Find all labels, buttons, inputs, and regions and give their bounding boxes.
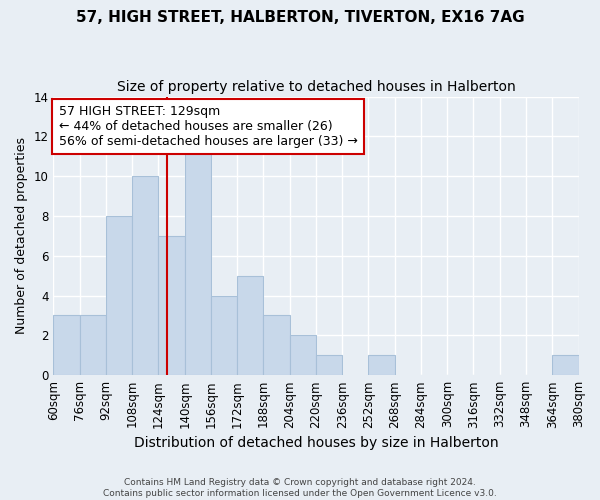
Bar bbox=[211, 296, 237, 375]
Bar bbox=[53, 316, 80, 375]
Bar bbox=[368, 356, 395, 375]
Bar bbox=[552, 356, 578, 375]
X-axis label: Distribution of detached houses by size in Halberton: Distribution of detached houses by size … bbox=[134, 436, 498, 450]
Bar bbox=[80, 316, 106, 375]
Bar bbox=[290, 336, 316, 375]
Bar bbox=[316, 356, 342, 375]
Title: Size of property relative to detached houses in Halberton: Size of property relative to detached ho… bbox=[116, 80, 515, 94]
Text: 57, HIGH STREET, HALBERTON, TIVERTON, EX16 7AG: 57, HIGH STREET, HALBERTON, TIVERTON, EX… bbox=[76, 10, 524, 25]
Bar bbox=[263, 316, 290, 375]
Bar bbox=[132, 176, 158, 375]
Bar bbox=[185, 136, 211, 375]
Bar bbox=[158, 236, 185, 375]
Y-axis label: Number of detached properties: Number of detached properties bbox=[15, 138, 28, 334]
Bar bbox=[237, 276, 263, 375]
Text: Contains HM Land Registry data © Crown copyright and database right 2024.
Contai: Contains HM Land Registry data © Crown c… bbox=[103, 478, 497, 498]
Text: 57 HIGH STREET: 129sqm
← 44% of detached houses are smaller (26)
56% of semi-det: 57 HIGH STREET: 129sqm ← 44% of detached… bbox=[59, 105, 358, 148]
Bar bbox=[106, 216, 132, 375]
